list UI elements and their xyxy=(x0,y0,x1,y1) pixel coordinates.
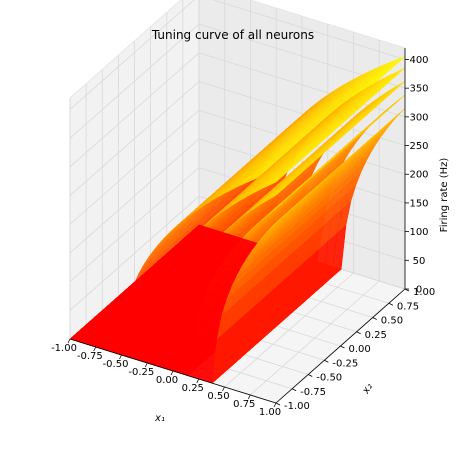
grid-line xyxy=(69,23,200,139)
y-tick-mark xyxy=(275,402,281,406)
surface-facet xyxy=(270,186,286,199)
z-tick-label: 300 xyxy=(409,112,428,123)
grid-line xyxy=(69,138,200,254)
surface-facet xyxy=(270,200,286,213)
x-tick-label: 0.50 xyxy=(207,391,229,402)
x-tick-mark xyxy=(222,386,225,392)
z-tick-label: 250 xyxy=(409,141,428,152)
grid-line xyxy=(69,109,200,225)
y-tick-mark xyxy=(324,359,329,363)
x-tick-label: -0.75 xyxy=(77,351,103,362)
grid-line xyxy=(69,52,200,168)
grid-line xyxy=(69,0,195,110)
y-tick-label: 0.00 xyxy=(349,344,371,355)
x-tick-mark xyxy=(67,338,71,344)
surface-plot xyxy=(69,56,406,384)
z-tick-label: 100 xyxy=(409,227,428,238)
grid-line xyxy=(212,0,406,60)
x-tick-label: -1.00 xyxy=(51,343,77,354)
y-tick-mark xyxy=(308,374,313,377)
z-tick-label: 50 xyxy=(413,256,426,267)
x-tick-label: 1.00 xyxy=(259,407,281,418)
y-tick-label: 0.75 xyxy=(397,301,419,312)
y-tick-mark xyxy=(291,388,297,392)
x-tick-mark xyxy=(196,378,200,384)
z-axis-label: Firing rate (Hz) xyxy=(439,158,450,233)
y-tick-label: 0.25 xyxy=(365,330,387,341)
y-tick-label: 0.50 xyxy=(381,316,403,327)
z-tick-label: 150 xyxy=(409,198,428,209)
chart-title: Tuning curve of all neurons xyxy=(151,28,314,42)
z-tick-label: 200 xyxy=(409,170,428,181)
x-tick-mark xyxy=(119,354,122,360)
x-tick-label: -0.25 xyxy=(128,367,154,378)
z-tick-label: 350 xyxy=(409,84,428,95)
y-tick-mark xyxy=(372,317,377,320)
grid-line xyxy=(69,81,200,196)
x-tick-mark xyxy=(273,402,277,408)
z-tick-label: 0 xyxy=(416,285,422,296)
grid-line xyxy=(198,81,406,146)
x-tick-label: 0.75 xyxy=(233,399,255,410)
y-tick-mark xyxy=(340,345,345,349)
x-tick-mark xyxy=(144,362,148,368)
x-axis-label: x₁ xyxy=(154,413,165,424)
grid-line xyxy=(69,167,200,282)
y-tick-mark xyxy=(356,331,361,335)
surface-facet xyxy=(270,173,286,185)
y-tick-label: -1.00 xyxy=(284,401,310,412)
y-axis-label: x₂ xyxy=(360,382,375,397)
y-tick-label: 1.00 xyxy=(413,287,435,298)
y-tick-label: -0.75 xyxy=(300,387,326,398)
y-tick-label: -0.50 xyxy=(316,373,342,384)
x-tick-mark xyxy=(247,394,251,400)
x-tick-label: 0.25 xyxy=(182,383,204,394)
z-tick-label: 400 xyxy=(409,55,428,66)
tick-labels: -1.00-0.75-0.50-0.250.000.250.500.751.00… xyxy=(51,55,435,418)
y-tick-mark xyxy=(388,302,394,306)
grid-line xyxy=(69,196,200,311)
x-tick-label: -0.50 xyxy=(103,359,129,370)
surface-facet xyxy=(270,213,286,228)
x-tick-label: 0.00 xyxy=(156,375,178,386)
y-tick-label: -0.25 xyxy=(332,358,358,369)
x-tick-mark xyxy=(93,346,97,352)
x-tick-mark xyxy=(170,370,174,376)
